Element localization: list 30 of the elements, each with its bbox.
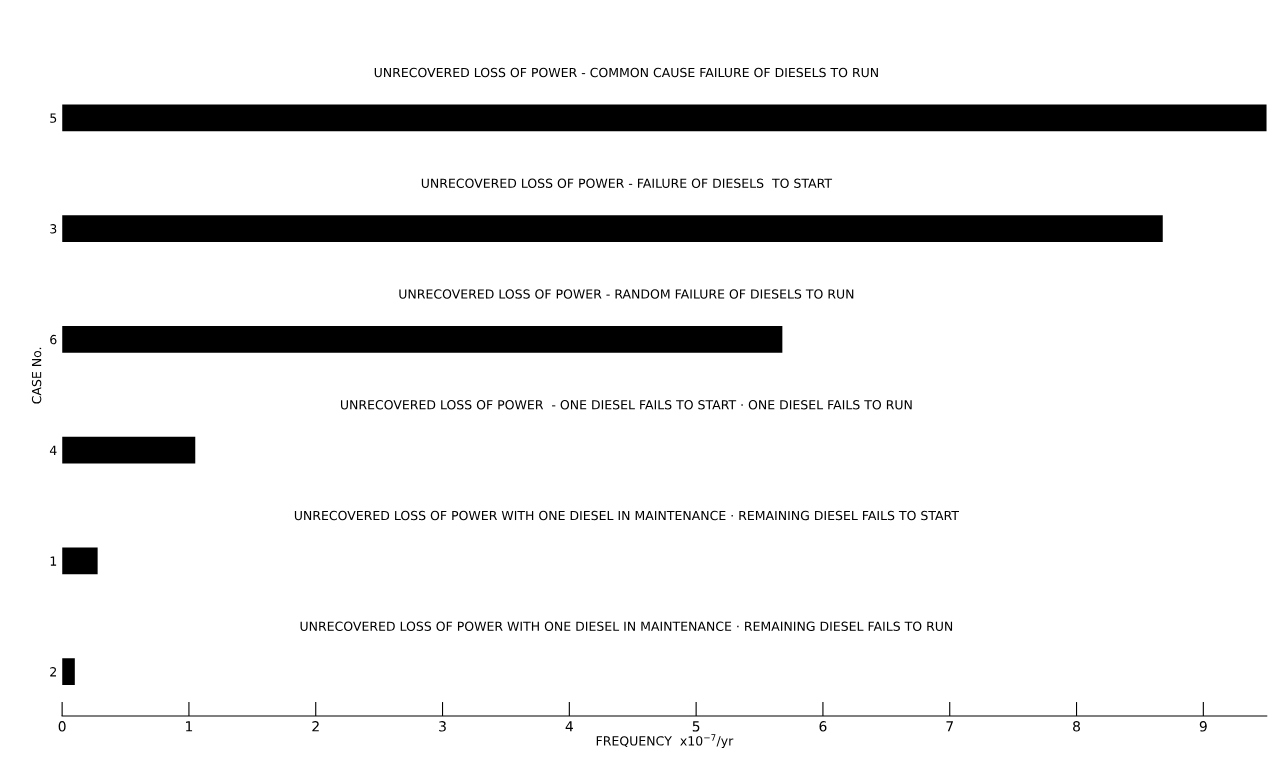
annotation: UNRECOVERED LOSS OF POWER - FAILURE OF DIESELS TO START: [421, 178, 833, 188]
annotation: UNRECOVERED LOSS OF POWER - RANDOM FAILURE OF DIESELS TO RUN: [399, 289, 854, 299]
annotation: UNRECOVERED LOSS OF POWER - COMMON CAUSE FAILURE OF DIESELS TO RUN: [374, 67, 878, 78]
y-tick-label: 3: [50, 224, 57, 234]
bar: [62, 215, 1163, 242]
annotation: UNRECOVERED LOSS OF POWER WITH ONE DIESEL IN MAINTENANCE · REMAINING DIESEL FAILS TO RUN: [300, 621, 953, 631]
y-tick-label: 4: [49, 445, 57, 455]
x-tick-label: 3: [439, 721, 446, 732]
bar: [62, 436, 196, 464]
x-tick-label: 8: [1073, 721, 1080, 732]
x-tick-label: 7: [946, 721, 953, 732]
y-tick-label: 6: [50, 334, 57, 345]
y-axis-title: CASE No.: [31, 347, 42, 404]
x-axis-title: FREQUENCY x10$^{−7}$/yr: [596, 734, 734, 749]
annotation: UNRECOVERED LOSS OF POWER - ONE DIESEL FAILS TO START · ONE DIESEL FAILS TO RUN: [340, 400, 912, 410]
bar: [62, 658, 75, 685]
x-tick-label: 0: [58, 721, 66, 732]
y-tick-label: 2: [50, 667, 57, 677]
x-tick-label: 4: [565, 721, 573, 732]
x-tick-label: 6: [819, 721, 827, 732]
x-tick-label: 1: [186, 721, 193, 732]
bar: [62, 326, 783, 353]
x-tick-label: 9: [1199, 721, 1207, 732]
y-tick-label: 5: [50, 113, 57, 123]
x-tick-label: 2: [312, 721, 319, 732]
annotation: UNRECOVERED LOSS OF POWER WITH ONE DIESEL IN MAINTENANCE · REMAINING DIESEL FAILS TO START: [294, 510, 959, 521]
bar: [62, 104, 1267, 132]
bar: [62, 547, 98, 575]
x-tick-label: 5: [692, 721, 700, 732]
y-tick-label: 1: [50, 556, 57, 566]
